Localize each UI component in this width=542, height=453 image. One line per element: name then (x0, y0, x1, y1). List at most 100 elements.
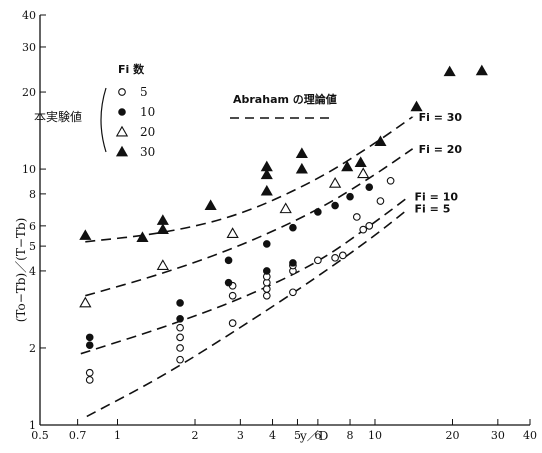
x-tick-label: 6 (314, 429, 321, 442)
x-tick-label: 5 (294, 429, 301, 442)
data-point (289, 223, 297, 232)
y-tick-label: 5 (29, 240, 36, 253)
legend-brace (100, 87, 107, 153)
y-tick-label: 4 (29, 265, 36, 278)
data-point (176, 355, 184, 364)
curve-labels: Fi = 5Fi = 10 Fi = 20 Fi = 30 (415, 111, 463, 216)
y-tick-label: 2 (29, 342, 36, 355)
x-tick-label: 8 (347, 429, 354, 442)
data-point (176, 323, 184, 332)
data-point (260, 168, 273, 180)
x-tick-label: 3 (237, 429, 244, 442)
data-point (176, 344, 184, 352)
curve-label: Fi = 10 (415, 191, 459, 204)
x-tick-label: 1 (114, 429, 121, 442)
x-tick-label: 40 (523, 429, 537, 442)
y-tick-label: 20 (22, 86, 36, 99)
data-point (341, 160, 354, 172)
data-point (475, 64, 488, 76)
data-point (328, 176, 342, 188)
data-point (204, 199, 217, 210)
data-point (386, 176, 395, 185)
data-point (346, 192, 354, 201)
data-point (443, 65, 456, 77)
curve-label: Fi = 30 (419, 111, 463, 124)
x-tick-label: 0.5 (31, 429, 49, 442)
legend-label: 20 (140, 125, 155, 139)
data-point (279, 202, 292, 214)
y-tick-label: 30 (22, 41, 36, 54)
theory-curve (80, 195, 410, 355)
data-point (224, 278, 233, 287)
data-point (85, 368, 94, 377)
legend-label: 5 (140, 85, 148, 99)
legend-title: Fi 数 (118, 62, 145, 76)
legend-marker (118, 108, 126, 116)
y-axis-label: (To−Tb)／(T−Tb) (14, 218, 28, 323)
data-point (331, 201, 339, 210)
theory-legend-label: Abraham の理論値 (233, 92, 337, 106)
x-tick-label: 4 (269, 429, 276, 442)
data-point (224, 256, 233, 265)
data-point (228, 291, 237, 300)
data-point (365, 222, 374, 230)
data-point (376, 197, 385, 205)
data-point (331, 253, 339, 262)
data-point (365, 183, 374, 191)
legend-group-label: 本実験値 (34, 109, 82, 124)
data-point (85, 376, 94, 384)
data-point (352, 213, 361, 221)
data-point (228, 319, 237, 328)
x-tick-label: 10 (368, 429, 382, 442)
y-tick-label: 40 (22, 9, 36, 22)
data-point (359, 225, 368, 234)
legend: 5 10 20 30 (115, 85, 155, 159)
data-point (295, 162, 308, 174)
y-tick-label: 1 (29, 419, 36, 432)
y-tick-label: 6 (29, 220, 36, 233)
data-point (176, 314, 184, 323)
data-point (338, 251, 347, 260)
data-point (226, 227, 239, 238)
x-tick-label: 2 (192, 429, 199, 442)
legend-marker (115, 145, 129, 157)
theory-curve (85, 116, 414, 243)
data-point (354, 156, 367, 168)
theory-curves (80, 116, 414, 418)
legend-label: 30 (140, 145, 155, 159)
legend-label: 10 (140, 105, 155, 119)
theory-curve (86, 207, 410, 418)
data-point (156, 223, 169, 235)
curve-label: Fi = 5 (415, 203, 451, 216)
x-axis-label: y／D (299, 429, 328, 443)
data-point (262, 267, 271, 275)
data-point (357, 167, 370, 179)
data-points (79, 64, 488, 384)
data-point (262, 240, 271, 248)
data-point (410, 100, 423, 112)
data-point (289, 259, 297, 267)
data-point (79, 296, 92, 308)
data-point (79, 229, 92, 240)
x-tick-label: 0.7 (69, 429, 87, 442)
data-point (156, 259, 169, 270)
data-point (289, 288, 297, 297)
data-point (262, 291, 271, 300)
x-tick-label: 20 (445, 429, 459, 442)
x-tick-label: 30 (491, 429, 505, 442)
data-point (176, 333, 184, 342)
data-point (314, 208, 322, 216)
data-point (176, 299, 184, 307)
data-point (314, 256, 322, 265)
y-tick-label: 8 (29, 188, 36, 201)
legend-marker (115, 125, 129, 137)
data-point (374, 135, 387, 147)
data-point (260, 184, 273, 196)
data-point (136, 231, 149, 242)
data-point (156, 214, 169, 225)
y-tick-label: 10 (22, 163, 36, 176)
data-point (85, 341, 94, 350)
curve-label: Fi = 20 (419, 143, 463, 156)
legend-marker (118, 88, 126, 96)
